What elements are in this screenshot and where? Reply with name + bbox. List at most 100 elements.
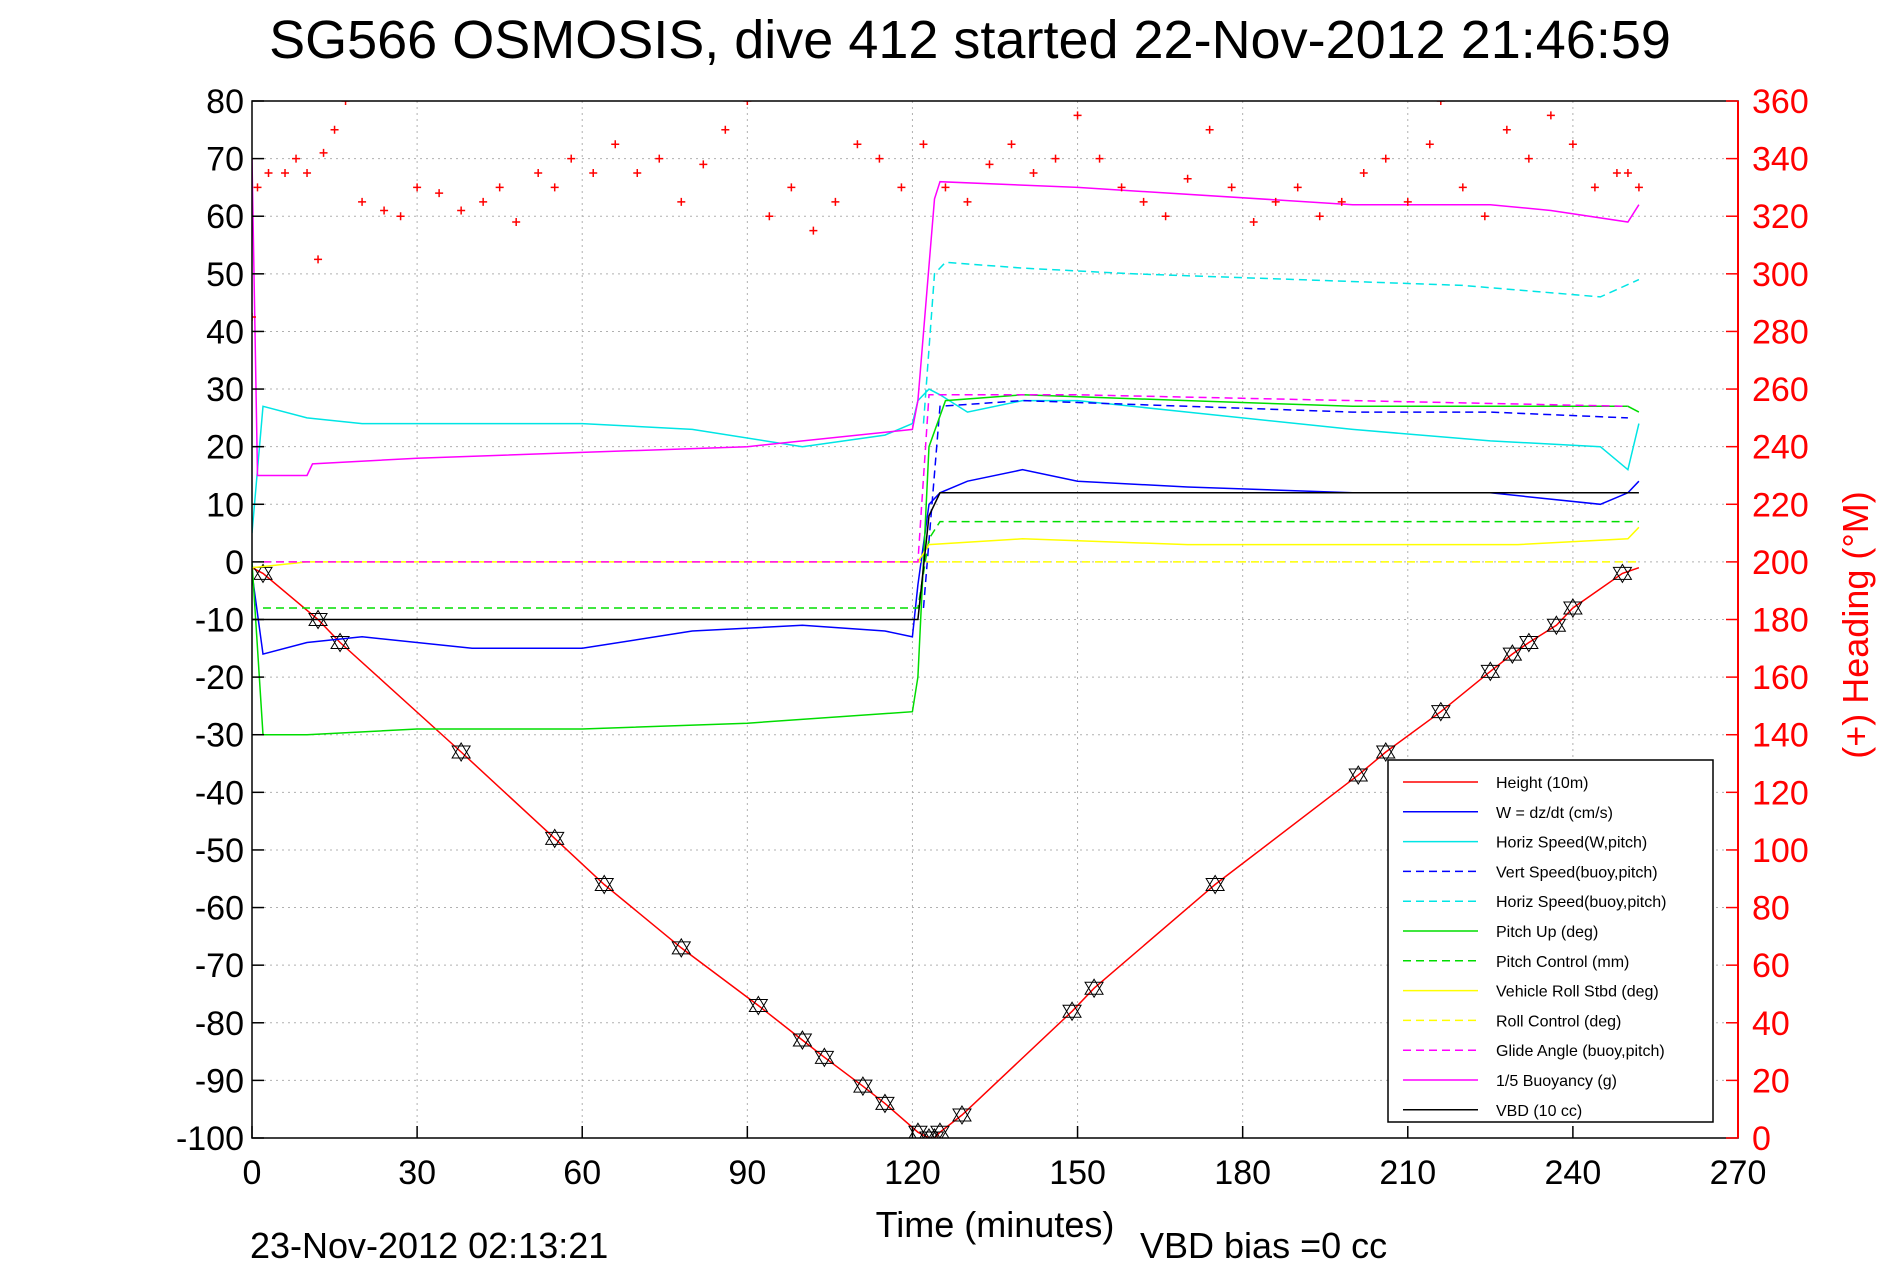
y-tick-label: -50 (195, 832, 244, 870)
y-right-tick-label: 60 (1752, 947, 1790, 985)
legend-entry: Horiz Speed(W,pitch) (1496, 835, 1647, 852)
heading-marker (919, 140, 928, 149)
y-tick-label: -40 (195, 774, 244, 812)
heading-marker (809, 226, 818, 235)
y-right-tick-label: 180 (1752, 602, 1809, 640)
heading-marker (875, 154, 884, 163)
y-tick-label: -60 (195, 890, 244, 928)
heading-marker (677, 197, 686, 206)
heading-marker (1227, 183, 1236, 192)
y-right-tick-label: 100 (1752, 832, 1809, 870)
legend-entry: Vehicle Roll Stbd (deg) (1496, 984, 1659, 1001)
y-right-tick-label: 340 (1752, 141, 1809, 179)
x-tick-label: 270 (1710, 1154, 1767, 1192)
heading-marker (495, 183, 504, 192)
heading-marker (550, 183, 559, 192)
y-right-tick-label: 140 (1752, 717, 1809, 755)
legend-entry: Height (10m) (1496, 775, 1588, 792)
heading-marker (1502, 125, 1511, 134)
heading-marker (1051, 154, 1060, 163)
legend-entry: Pitch Control (mm) (1496, 954, 1629, 971)
height-marker (1348, 765, 1369, 786)
height-marker (952, 1104, 972, 1125)
heading-marker (897, 183, 906, 192)
heading-marker (435, 189, 444, 198)
series-line-7 (252, 526, 1640, 569)
height-marker (1518, 632, 1539, 653)
height-marker (930, 1122, 950, 1138)
x-axis-label: Time (minutes) (876, 1204, 1115, 1245)
heading-marker (314, 255, 323, 264)
height-marker (853, 1076, 873, 1097)
legend-entry: Pitch Up (deg) (1496, 924, 1598, 941)
y-tick-label: 20 (206, 429, 244, 467)
y-tick-label: -70 (195, 947, 244, 985)
heading-marker (1425, 140, 1434, 149)
heading-marker (1117, 183, 1126, 192)
legend-box (1387, 759, 1714, 1123)
x-tick-label: 180 (1214, 1154, 1271, 1192)
series-line-4 (922, 261, 1640, 424)
heading-marker (1249, 217, 1258, 226)
y-tick-label: 40 (206, 313, 244, 351)
heading-marker (985, 160, 994, 169)
y-tick-label: -80 (195, 1005, 244, 1043)
height-marker (594, 874, 615, 895)
x-axis: 0 30 60 90 120 150 180 210 240 270 (243, 1126, 1767, 1192)
height-marker (1375, 742, 1396, 762)
heading-marker (1436, 101, 1445, 105)
heading-marker (1029, 169, 1038, 178)
height-marker (875, 1093, 895, 1114)
heading-marker (655, 154, 664, 163)
heading-marker (1546, 111, 1555, 120)
legend: Height (10m) W = dz/dt (cm/s) Horiz Speed(… (1387, 759, 1714, 1123)
series-line-0 (252, 566, 1640, 1138)
legend-entry: Horiz Speed(buoy,pitch) (1496, 894, 1666, 911)
y-right-tick-label: 300 (1752, 256, 1809, 294)
legend-entry: Vert Speed(buoy,pitch) (1496, 864, 1658, 881)
chart-title: SG566 OSMOSIS, dive 412 started 22-Nov-2… (269, 10, 1671, 70)
heading-marker (963, 197, 972, 206)
height-marker (1502, 644, 1523, 665)
series-line-6 (263, 520, 1639, 609)
y-tick-label: 70 (206, 141, 244, 179)
footer-vbd-bias: VBD bias =0 cc (1140, 1225, 1387, 1262)
heading-marker (1007, 140, 1016, 149)
heading-marker (341, 101, 350, 105)
footer-timestamp: 23-Nov-2012 02:13:21 (250, 1225, 608, 1262)
x-tick-label: 30 (398, 1154, 436, 1192)
y-right-tick-label: 160 (1752, 659, 1809, 697)
y-tick-label: -30 (195, 717, 244, 755)
height-marker (1062, 1001, 1082, 1022)
y-right-tick-label: 40 (1752, 1005, 1790, 1043)
heading-marker (1271, 197, 1280, 206)
series-line-3 (922, 399, 1628, 609)
height-marker (792, 1030, 813, 1051)
heading-marker (303, 169, 312, 178)
heading-marker (1293, 183, 1302, 192)
heading-marker (1359, 169, 1368, 178)
y-right-tick-label: 360 (1752, 83, 1809, 121)
y-right-tick-label: 220 (1752, 486, 1809, 524)
y-right-tick-label: 200 (1752, 544, 1809, 582)
y-axis-left: -100-90-80-70-60-50-40-30-20-10010203040… (176, 83, 264, 1158)
heading-marker (589, 169, 598, 178)
y-right-tick-label: 320 (1752, 198, 1809, 236)
height-marker (330, 632, 350, 653)
y-tick-label: 80 (206, 83, 244, 121)
height-marker (1612, 563, 1633, 584)
heading-marker (281, 169, 290, 178)
heading-marker (765, 212, 774, 221)
x-tick-label: 150 (1049, 1154, 1106, 1192)
heading-marker (1183, 174, 1192, 183)
heading-marker (1403, 197, 1412, 206)
x-tick-label: 210 (1379, 1154, 1436, 1192)
x-tick-label: 240 (1545, 1154, 1602, 1192)
heading-marker (330, 125, 339, 134)
heading-marker (1095, 154, 1104, 163)
heading-marker (1337, 197, 1346, 206)
y-tick-label: 60 (206, 198, 244, 236)
x-tick-label: 120 (884, 1154, 941, 1192)
x-tick-label: 60 (563, 1154, 601, 1192)
